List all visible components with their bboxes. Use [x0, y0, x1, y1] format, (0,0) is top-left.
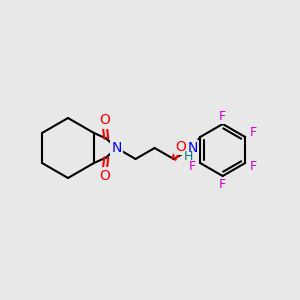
- Text: O: O: [99, 169, 110, 182]
- Text: H: H: [184, 149, 194, 163]
- Text: F: F: [219, 178, 226, 190]
- Text: F: F: [219, 110, 226, 122]
- Text: N: N: [111, 141, 122, 155]
- Text: F: F: [250, 160, 257, 173]
- Text: O: O: [175, 140, 186, 154]
- Text: N: N: [188, 141, 198, 155]
- Text: O: O: [99, 113, 110, 128]
- Text: F: F: [250, 127, 257, 140]
- Text: F: F: [189, 160, 196, 173]
